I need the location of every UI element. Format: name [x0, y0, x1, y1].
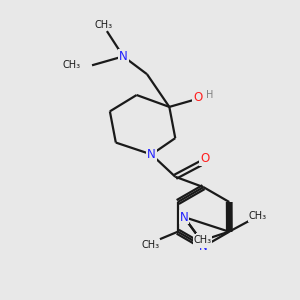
Text: CH₃: CH₃	[63, 60, 81, 70]
Text: CH₃: CH₃	[249, 211, 267, 221]
Text: CH₃: CH₃	[95, 20, 113, 30]
Text: N: N	[180, 211, 188, 224]
Text: O: O	[200, 152, 210, 165]
Text: H: H	[206, 90, 214, 100]
Text: N: N	[197, 234, 206, 247]
Text: N: N	[119, 50, 128, 63]
Text: CH₃: CH₃	[193, 235, 212, 245]
Text: N: N	[147, 148, 156, 161]
Text: O: O	[193, 92, 202, 104]
Text: N: N	[199, 240, 208, 253]
Text: CH₃: CH₃	[141, 239, 160, 250]
